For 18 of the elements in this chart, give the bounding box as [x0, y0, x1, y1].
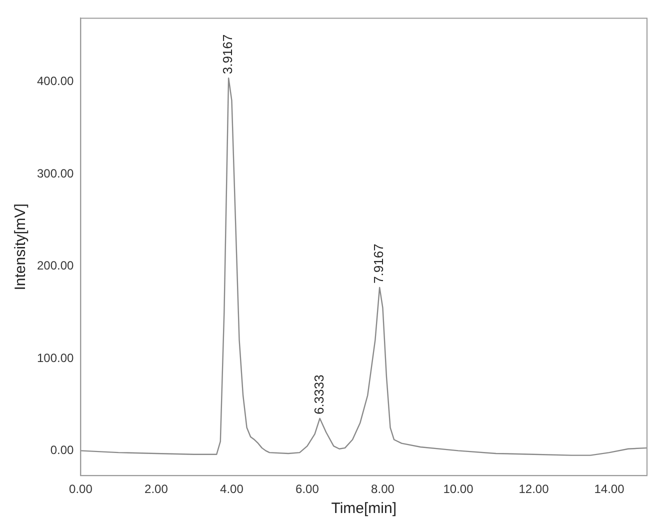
- y-axis-title: Intensity[mV]: [12, 204, 30, 290]
- annotation: 3.9167: [220, 34, 236, 74]
- y-tick-label: 100.00: [37, 350, 74, 365]
- x-tick-label: 2.00: [144, 482, 168, 496]
- x-tick-label: 14.00: [594, 482, 625, 496]
- x-tick-label: 10.00: [443, 482, 474, 496]
- y-tick-label: 300.00: [37, 166, 74, 180]
- x-axis-title: Time[min]: [331, 500, 396, 518]
- annotation: 6.3333: [311, 374, 326, 414]
- x-tick-label: 12.00: [518, 482, 550, 496]
- annotation: 7.9167: [371, 244, 386, 284]
- x-tick-label: 0.00: [69, 482, 93, 496]
- y-tick-label: 400.00: [37, 74, 74, 88]
- y-tick-label: 0.00: [50, 443, 74, 458]
- x-tick-label: 8.00: [371, 482, 395, 496]
- y-tick-label: 200.00: [37, 258, 74, 273]
- x-tick-label: 4.00: [220, 482, 244, 496]
- x-tick-label: 6.00: [296, 482, 320, 496]
